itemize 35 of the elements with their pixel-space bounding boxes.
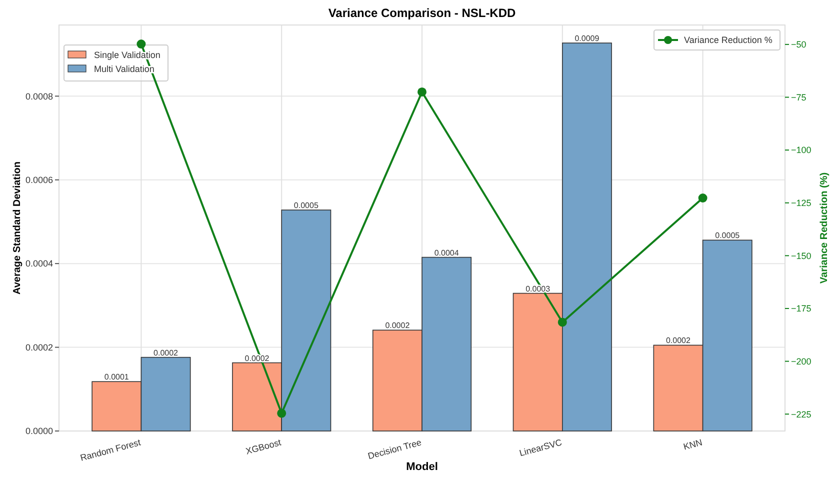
- point: [698, 194, 708, 203]
- y-tick-label: 0.0002: [25, 342, 53, 352]
- point: [418, 87, 426, 96]
- y2-tick-label: −125: [791, 198, 812, 208]
- point: [136, 40, 146, 49]
- point: [277, 408, 286, 418]
- x-tick-label: XGBoost: [244, 437, 283, 456]
- y-tick-label: 0.0008: [25, 91, 53, 102]
- y-tick-label: 0.0006: [25, 175, 53, 186]
- y2-axis-title: Variance Reduction (%): [819, 172, 830, 284]
- data-label: 0.0005: [294, 201, 319, 210]
- y-axis-title: Average Standard Deviation: [12, 161, 23, 295]
- y2-tick-label: −50: [791, 40, 806, 50]
- y2-tick-label: −75: [791, 92, 806, 102]
- data-label: 0.0005: [715, 231, 740, 240]
- data-label: 0.0001: [104, 372, 130, 382]
- data-label: 0.0009: [574, 34, 600, 43]
- y2-tick-label: −225: [791, 409, 812, 420]
- data-label: 0.0002: [385, 321, 410, 330]
- chart-title: Variance Comparison - NSL-KDD: [328, 6, 516, 20]
- x-tick-label: Random Forest: [79, 437, 142, 463]
- y2-tick-label: −175: [791, 304, 812, 314]
- legend-label: Variance Reduction %: [684, 35, 772, 46]
- data-label: 0.0004: [434, 248, 460, 258]
- x-axis-title: Model: [406, 461, 438, 473]
- data-label: 0.0002: [666, 336, 692, 346]
- y-tick-label: 0.0004: [25, 258, 53, 269]
- y-tick-label: 0.0000: [25, 426, 53, 436]
- x-tick-label: KNN: [682, 437, 704, 452]
- y2-tick-label: −100: [791, 145, 812, 156]
- data-label: 0.0002: [154, 348, 179, 358]
- point: [558, 318, 567, 327]
- y2-tick-label: −150: [791, 250, 812, 261]
- y2-tick-label: −200: [791, 356, 812, 366]
- x-tick-label: Decision Tree: [366, 437, 423, 462]
